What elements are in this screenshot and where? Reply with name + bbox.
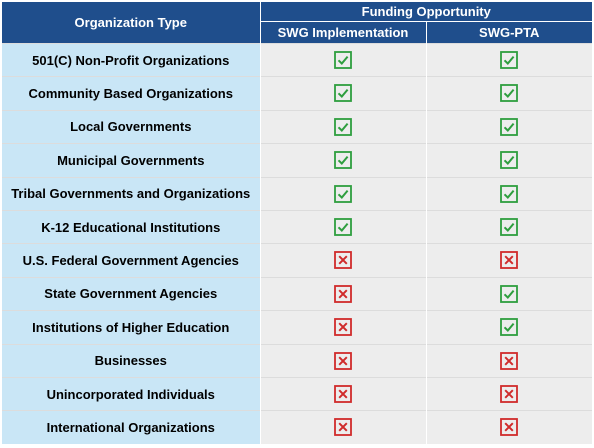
cross-icon <box>500 418 519 437</box>
table-row: State Government Agencies <box>2 276 592 311</box>
swg-implementation-cell <box>260 209 426 244</box>
swg-implementation-cell <box>260 243 426 278</box>
eligibility-table: Organization Type Funding Opportunity SW… <box>2 2 592 444</box>
cross-icon <box>334 284 352 303</box>
org-type-cell: Community Based Organizations <box>2 76 261 111</box>
swg-implementation-cell <box>260 343 426 378</box>
swg-implementation-cell <box>260 76 426 111</box>
check-icon <box>500 84 519 103</box>
check-icon <box>334 184 352 203</box>
swg-implementation-cell <box>260 310 426 345</box>
check-icon <box>334 84 352 103</box>
table-row: Institutions of Higher Education <box>2 310 592 345</box>
check-icon <box>500 117 519 136</box>
swg-pta-cell <box>425 310 592 345</box>
swg-implementation-cell <box>260 276 426 311</box>
check-icon <box>500 151 519 170</box>
table-row: Businesses <box>2 343 592 378</box>
cross-icon <box>500 251 519 270</box>
check-icon <box>334 218 352 236</box>
org-type-cell: Municipal Governments <box>2 143 261 178</box>
table-row: Local Governments <box>2 109 592 144</box>
swg-pta-cell <box>425 109 592 144</box>
table-row: Community Based Organizations <box>2 76 592 111</box>
swg-implementation-cell <box>260 42 426 77</box>
swg-implementation-header: SWG Implementation <box>260 21 426 44</box>
swg-implementation-cell <box>260 176 426 211</box>
check-icon <box>500 284 519 303</box>
swg-pta-cell <box>425 143 592 178</box>
swg-pta-cell <box>425 176 592 211</box>
table-row: Tribal Governments and Organizations <box>2 176 592 211</box>
cross-icon <box>334 318 352 337</box>
org-type-cell: K-12 Educational Institutions <box>2 209 261 244</box>
cross-icon <box>334 385 352 403</box>
org-type-cell: Local Governments <box>2 109 261 144</box>
cross-icon <box>500 351 519 370</box>
org-type-cell: 501(C) Non-Profit Organizations <box>2 42 261 77</box>
table-row: K-12 Educational Institutions <box>2 209 592 244</box>
table-row: U.S. Federal Government Agencies <box>2 243 592 278</box>
org-type-cell: U.S. Federal Government Agencies <box>2 243 261 278</box>
org-type-cell: Businesses <box>2 343 261 378</box>
swg-pta-header: SWG-PTA <box>425 21 592 44</box>
swg-implementation-cell <box>260 143 426 178</box>
swg-implementation-cell <box>260 109 426 144</box>
swg-pta-cell <box>425 343 592 378</box>
check-icon <box>500 318 519 337</box>
check-icon <box>500 218 519 236</box>
table-row: Municipal Governments <box>2 143 592 178</box>
cross-icon <box>500 385 519 403</box>
swg-pta-cell <box>425 276 592 311</box>
swg-pta-cell <box>425 410 592 444</box>
org-type-cell: International Organizations <box>2 410 261 444</box>
org-type-cell: Unincorporated Individuals <box>2 376 261 411</box>
swg-pta-cell <box>425 376 592 411</box>
check-icon <box>500 51 519 69</box>
org-type-cell: Institutions of Higher Education <box>2 310 261 345</box>
table-row: 501(C) Non-Profit Organizations <box>2 42 592 77</box>
check-icon <box>334 51 352 69</box>
swg-pta-cell <box>425 243 592 278</box>
org-type-cell: Tribal Governments and Organizations <box>2 176 261 211</box>
table-row: International Organizations <box>2 410 592 444</box>
org-type-cell: State Government Agencies <box>2 276 261 311</box>
table-header: Organization Type Funding Opportunity SW… <box>2 2 592 44</box>
swg-implementation-cell <box>260 376 426 411</box>
cross-icon <box>334 251 352 270</box>
table-body: 501(C) Non-Profit Organizations Community… <box>2 42 592 444</box>
cross-icon <box>334 351 352 370</box>
org-type-header: Organization Type <box>2 2 261 44</box>
check-icon <box>334 151 352 170</box>
swg-pta-cell <box>425 209 592 244</box>
swg-pta-cell <box>425 76 592 111</box>
swg-implementation-cell <box>260 410 426 444</box>
table-row: Unincorporated Individuals <box>2 376 592 411</box>
funding-opportunity-header: Funding Opportunity <box>260 2 592 22</box>
cross-icon <box>334 418 352 437</box>
swg-pta-cell <box>425 42 592 77</box>
check-icon <box>500 184 519 203</box>
check-icon <box>334 117 352 136</box>
